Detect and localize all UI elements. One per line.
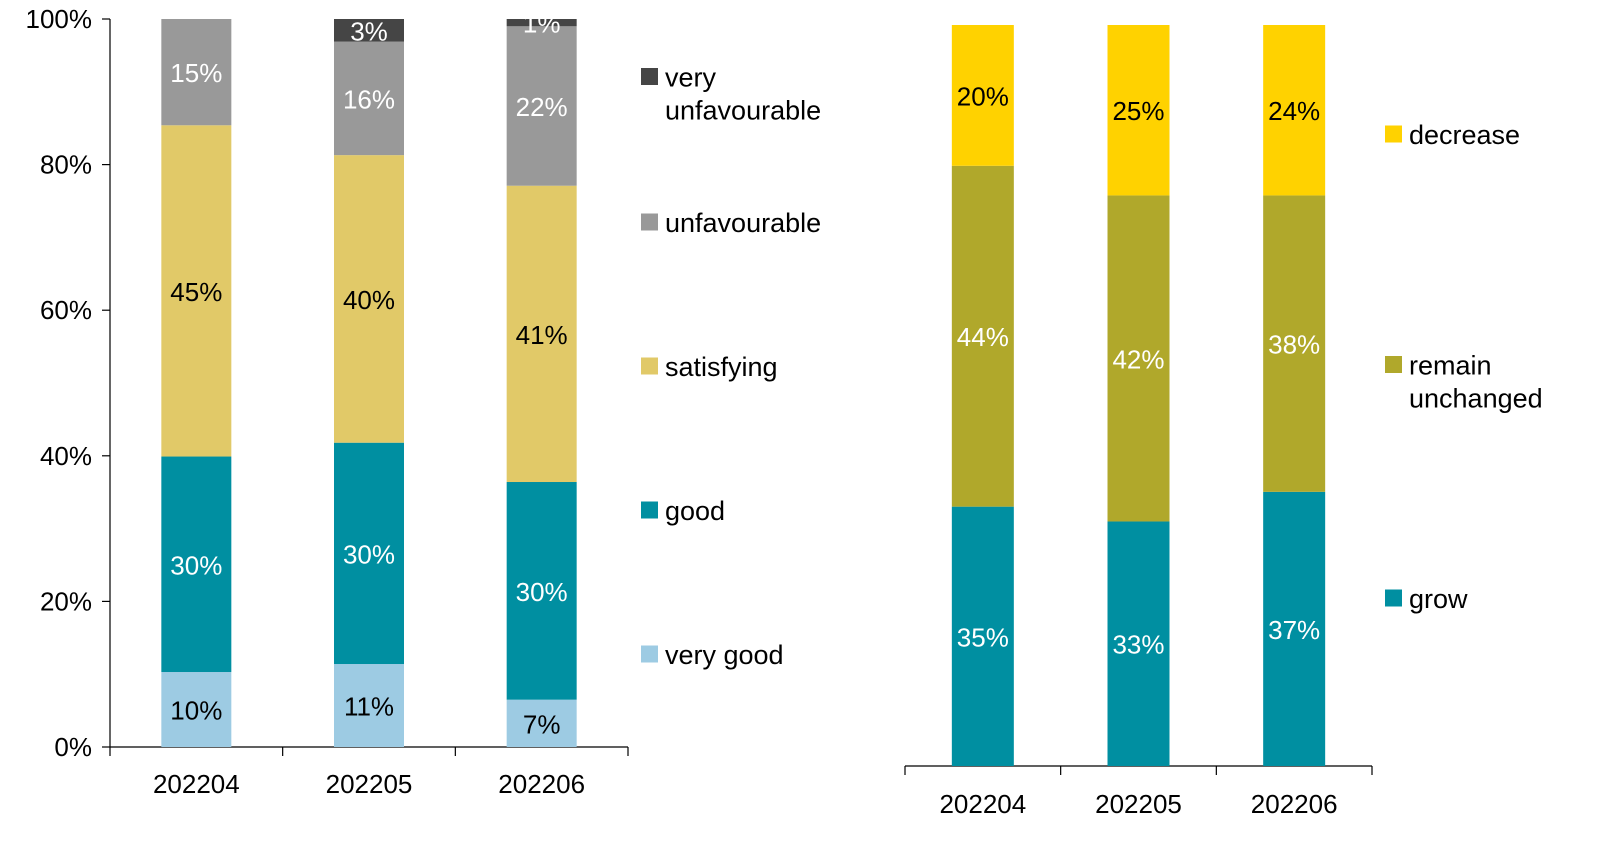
chart1-legend-item-very-unfavourable: very unfavourable (641, 63, 821, 126)
chart1-data-label: 16% (343, 84, 395, 114)
chart1-y-tick-label: 0% (54, 732, 92, 762)
chart2-legend-item-decrease: decrease (1385, 120, 1520, 150)
chart2-legend-label: grow (1409, 584, 1468, 614)
chart1-legend-label-line: very good (665, 640, 784, 670)
chart1-y-tick-label: 60% (40, 295, 92, 325)
chart1-bar-satisfying-202205 (334, 155, 404, 443)
chart2-bar-grow-202205 (1107, 521, 1170, 766)
chart2-legend-item-grow: grow (1385, 584, 1468, 614)
chart2-data-label: 35% (957, 622, 1009, 652)
chart1-data-label: 30% (343, 539, 395, 569)
chart2-data-label: 44% (957, 322, 1009, 352)
chart2-data-label: 37% (1268, 615, 1320, 645)
chart2-data-label: 25% (1112, 96, 1164, 126)
chart1-bar-satisfying-202204 (161, 125, 232, 457)
chart2-bar-decrease-202204 (951, 25, 1014, 166)
chart1-y-tick-label: 100% (26, 4, 93, 34)
chart2-bar-remain-unchanged-202206 (1263, 195, 1326, 492)
chart1-x-tick-label: 202205 (326, 769, 413, 799)
chart1-bar-good-202205 (334, 442, 404, 665)
chart1-legend-label-line: very (665, 63, 717, 93)
chart2-legend-item-remain-unchanged: remain unchanged (1385, 351, 1543, 414)
chart1-legend-label-line: unfavourable (665, 96, 821, 126)
chart1-legend-label-line: satisfying (665, 352, 778, 382)
chart1-data-label: 30% (170, 550, 222, 580)
chart1-data-label: 1% (523, 9, 561, 39)
chart1-data-label: 41% (516, 320, 568, 350)
chart1-legend-label: good (665, 496, 725, 526)
chart2-legend-label-line: remain (1409, 351, 1492, 381)
chart1-bar-satisfying-202206 (506, 185, 577, 483)
chart1-y-tick-label: 20% (40, 586, 92, 616)
chart2-legend-swatch (1385, 125, 1402, 143)
chart1-legend-swatch (641, 68, 658, 85)
chart1-legend-swatch (641, 213, 658, 231)
chart2-bar-grow-202206 (1263, 491, 1326, 766)
chart2-x-tick-label: 202205 (1095, 789, 1182, 819)
chart1-x-tick-label: 202206 (498, 769, 585, 799)
chart1-data-label: 10% (170, 696, 222, 726)
chart2-bar-decrease-202206 (1263, 25, 1326, 196)
chart2-data-label: 24% (1268, 96, 1320, 126)
chart2-legend-label-line: unchanged (1409, 384, 1543, 414)
chart1-data-label: 40% (343, 285, 395, 315)
chart1-legend-item-unfavourable: unfavourable (641, 208, 821, 238)
chart1-data-label: 30% (516, 577, 568, 607)
chart1-y-tick-label: 80% (40, 150, 92, 180)
chart1-bar-very-good-202204 (161, 672, 232, 747)
chart1-data-label: 45% (170, 277, 222, 307)
chart2-bar-grow-202204 (951, 506, 1014, 766)
chart-expectation: 35% 44% 20% 202204 33% 42% 25% 202205 37% 38% 24% 2… (904, 25, 1543, 819)
chart1-bar-very-good-202206 (506, 699, 577, 747)
chart1-bar-very-good-202205 (334, 664, 404, 747)
chart1-data-label: 15% (170, 58, 222, 88)
chart1-bar-good-202204 (161, 456, 232, 673)
chart-satisfaction: 0% 20% 40% 60% 80% 100% 10% 30% 45% 15% 202204 11% 3… (26, 4, 822, 799)
chart2-legend-label: decrease (1409, 120, 1520, 150)
chart2-x-tick-label: 202206 (1251, 789, 1338, 819)
chart1-y-tick-label: 40% (40, 441, 92, 471)
chart1-legend-label: unfavourable (665, 208, 821, 238)
chart2-legend-swatch (1385, 356, 1402, 373)
chart2-legend-swatch (1385, 589, 1402, 607)
chart1-data-label: 7% (523, 709, 561, 739)
chart2-bar-remain-unchanged-202204 (951, 165, 1014, 507)
chart1-bar-unfavourable-202205 (334, 41, 404, 156)
chart1-data-label: 22% (516, 92, 568, 122)
chart2-legend-label-line: decrease (1409, 120, 1520, 150)
chart1-bar-unfavourable-202204 (161, 19, 232, 126)
chart2-bar-decrease-202205 (1107, 25, 1170, 196)
chart1-legend-swatch (641, 501, 658, 519)
chart1-bar-very-unfavourable-202205 (334, 19, 404, 42)
chart2-data-label: 38% (1268, 330, 1320, 360)
chart1-legend-item-good: good (641, 496, 725, 526)
chart1-legend-label: satisfying (665, 352, 778, 382)
chart1-x-tick-label: 202204 (153, 769, 240, 799)
chart2-bar-remain-unchanged-202205 (1107, 195, 1170, 522)
chart1-bar-good-202206 (506, 482, 577, 700)
chart1-data-label: 3% (350, 16, 388, 46)
chart1-legend-label-line: unfavourable (665, 208, 821, 238)
chart1-bar-very-unfavourable-202206 (506, 19, 577, 27)
chart1-legend-swatch (641, 357, 658, 375)
chart1-legend-item-satisfying: satisfying (641, 352, 778, 382)
chart1-data-label: 11% (344, 692, 394, 722)
chart2-data-label: 33% (1112, 630, 1164, 660)
chart2-data-label: 42% (1112, 344, 1164, 374)
chart2-legend-label-line: grow (1409, 584, 1468, 614)
chart1-legend-swatch (641, 645, 658, 663)
chart1-bar-unfavourable-202206 (506, 26, 577, 186)
chart1-legend-label-line: good (665, 496, 725, 526)
chart1-legend-label: very unfavourable (665, 63, 821, 126)
chart1-legend-item-very-good: very good (641, 640, 784, 670)
chart2-x-tick-label: 202204 (939, 789, 1026, 819)
chart2-legend-label: remain unchanged (1409, 351, 1543, 414)
chart2-data-label: 20% (957, 81, 1009, 111)
chart1-legend-label: very good (665, 640, 784, 670)
